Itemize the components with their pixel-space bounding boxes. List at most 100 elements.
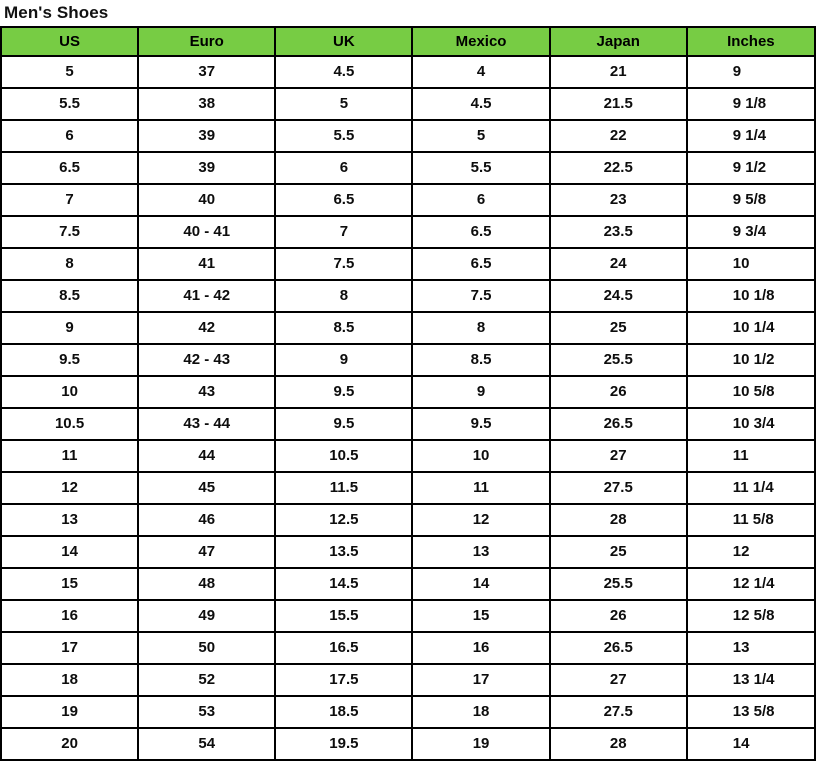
cell-mexico: 17: [411, 663, 551, 697]
cell-us: 20: [0, 727, 140, 761]
cell-mexico: 14: [411, 567, 551, 601]
table-row: 20 54 19.5 19 28 14: [0, 727, 816, 761]
cell-inches: 11 5/8: [685, 503, 816, 537]
cell-uk: 8: [274, 279, 414, 313]
cell-uk: 19.5: [274, 727, 414, 761]
cell-inches: 10 3/4: [685, 407, 816, 441]
cell-uk: 9.5: [274, 407, 414, 441]
cell-us: 10.5: [0, 407, 140, 441]
cell-japan: 26.5: [548, 407, 688, 441]
cell-us: 16: [0, 599, 140, 633]
cell-us: 10: [0, 375, 140, 409]
cell-us: 18: [0, 663, 140, 697]
table-row: 15 48 14.5 14 25.5 12 1/4: [0, 567, 816, 601]
cell-mexico: 13: [411, 535, 551, 569]
cell-us: 6.5: [0, 151, 140, 185]
cell-euro: 54: [137, 727, 277, 761]
cell-inches: 10 1/4: [685, 311, 816, 345]
table-body: 5 37 4.5 4 21 9 5.5 38 5 4.5 21.5 9 1/8 6 39 5.5 5 22 9 1…: [0, 55, 816, 761]
cell-euro: 50: [137, 631, 277, 665]
cell-mexico: 4: [411, 55, 551, 89]
cell-mexico: 8: [411, 311, 551, 345]
cell-inches: 10 1/2: [685, 343, 816, 377]
cell-euro: 52: [137, 663, 277, 697]
cell-japan: 25.5: [548, 567, 688, 601]
table-row: 11 44 10.5 10 27 11: [0, 439, 816, 473]
cell-euro: 39: [137, 151, 277, 185]
cell-mexico: 6.5: [411, 215, 551, 249]
cell-mexico: 4.5: [411, 87, 551, 121]
cell-us: 7: [0, 183, 140, 217]
cell-us: 7.5: [0, 215, 140, 249]
cell-japan: 26: [548, 599, 688, 633]
table-row: 9.5 42 - 43 9 8.5 25.5 10 1/2: [0, 343, 816, 377]
cell-uk: 9: [274, 343, 414, 377]
header-row: US Euro UK Mexico Japan Inches: [0, 26, 816, 57]
cell-japan: 27.5: [548, 695, 688, 729]
table-row: 12 45 11.5 11 27.5 11 1/4: [0, 471, 816, 505]
cell-inches: 9 3/4: [685, 215, 816, 249]
cell-inches: 12 1/4: [685, 567, 816, 601]
cell-uk: 13.5: [274, 535, 414, 569]
cell-euro: 43 - 44: [137, 407, 277, 441]
table-row: 8 41 7.5 6.5 24 10: [0, 247, 816, 281]
table-row: 10.5 43 - 44 9.5 9.5 26.5 10 3/4: [0, 407, 816, 441]
cell-japan: 25: [548, 311, 688, 345]
cell-japan: 28: [548, 727, 688, 761]
cell-inches: 12: [685, 535, 816, 569]
cell-japan: 23.5: [548, 215, 688, 249]
cell-mexico: 6.5: [411, 247, 551, 281]
table-row: 14 47 13.5 13 25 12: [0, 535, 816, 569]
cell-euro: 41: [137, 247, 277, 281]
cell-euro: 46: [137, 503, 277, 537]
cell-us: 8: [0, 247, 140, 281]
cell-japan: 25: [548, 535, 688, 569]
column-header-us: US: [0, 26, 140, 57]
cell-uk: 18.5: [274, 695, 414, 729]
cell-mexico: 5: [411, 119, 551, 153]
cell-japan: 21: [548, 55, 688, 89]
cell-euro: 49: [137, 599, 277, 633]
cell-euro: 47: [137, 535, 277, 569]
cell-us: 15: [0, 567, 140, 601]
cell-us: 9.5: [0, 343, 140, 377]
cell-euro: 39: [137, 119, 277, 153]
table-row: 6.5 39 6 5.5 22.5 9 1/2: [0, 151, 816, 185]
cell-us: 12: [0, 471, 140, 505]
cell-euro: 40: [137, 183, 277, 217]
cell-uk: 6.5: [274, 183, 414, 217]
cell-mexico: 9.5: [411, 407, 551, 441]
cell-us: 9: [0, 311, 140, 345]
cell-inches: 10 1/8: [685, 279, 816, 313]
cell-inches: 9 1/4: [685, 119, 816, 153]
table-row: 5 37 4.5 4 21 9: [0, 55, 816, 89]
cell-uk: 12.5: [274, 503, 414, 537]
cell-uk: 6: [274, 151, 414, 185]
cell-mexico: 12: [411, 503, 551, 537]
cell-mexico: 16: [411, 631, 551, 665]
column-header-inches: Inches: [685, 26, 816, 57]
cell-japan: 27: [548, 663, 688, 697]
cell-euro: 45: [137, 471, 277, 505]
cell-uk: 5: [274, 87, 414, 121]
table-row: 13 46 12.5 12 28 11 5/8: [0, 503, 816, 537]
table-row: 8.5 41 - 42 8 7.5 24.5 10 1/8: [0, 279, 816, 313]
cell-japan: 26: [548, 375, 688, 409]
cell-uk: 17.5: [274, 663, 414, 697]
cell-inches: 13 5/8: [685, 695, 816, 729]
column-header-uk: UK: [274, 26, 414, 57]
cell-us: 17: [0, 631, 140, 665]
cell-mexico: 7.5: [411, 279, 551, 313]
cell-japan: 26.5: [548, 631, 688, 665]
cell-uk: 7.5: [274, 247, 414, 281]
cell-euro: 42: [137, 311, 277, 345]
cell-mexico: 11: [411, 471, 551, 505]
cell-japan: 27.5: [548, 471, 688, 505]
table-row: 10 43 9.5 9 26 10 5/8: [0, 375, 816, 409]
cell-inches: 11: [685, 439, 816, 473]
cell-mexico: 8.5: [411, 343, 551, 377]
column-header-japan: Japan: [548, 26, 688, 57]
cell-inches: 9 1/8: [685, 87, 816, 121]
cell-japan: 27: [548, 439, 688, 473]
